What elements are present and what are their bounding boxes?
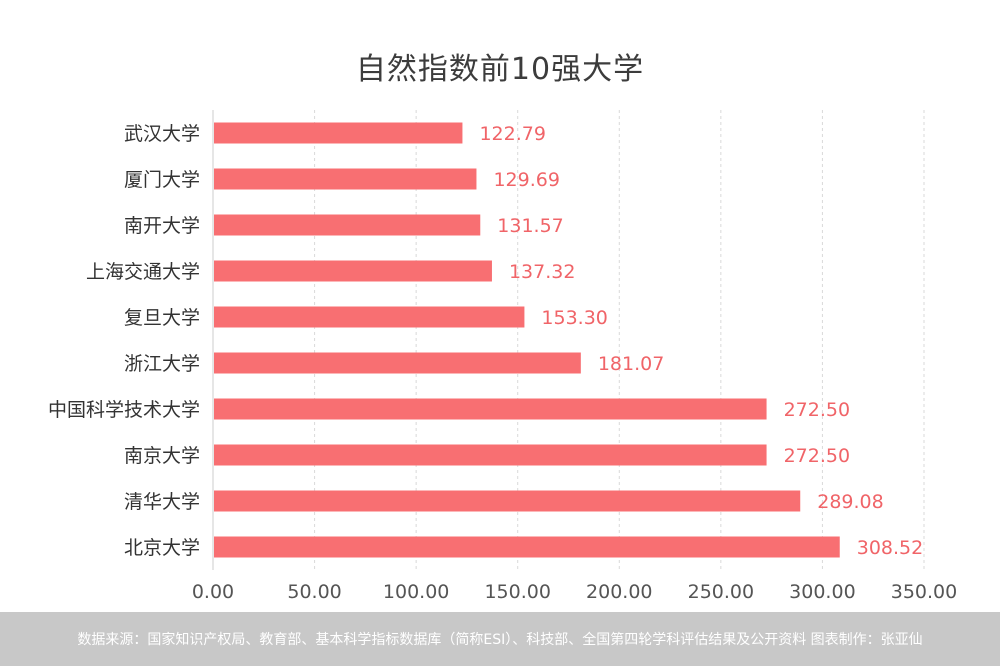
bar <box>214 168 477 190</box>
grid-lines <box>314 110 925 570</box>
bar <box>214 536 840 558</box>
bar <box>214 398 767 420</box>
bar <box>214 490 801 512</box>
x-tick-label: 350.00 <box>891 581 957 603</box>
value-label: 181.07 <box>598 353 664 375</box>
x-tick-label: 150.00 <box>484 581 550 603</box>
labels: 0.00 50.00 100.00 150.00 200.00 250.00 300.00 3… <box>48 123 957 603</box>
x-tick-label: 50.00 <box>287 581 341 603</box>
category-label: 中国科学技术大学 <box>48 399 200 421</box>
bar <box>214 306 525 328</box>
bars <box>214 122 840 558</box>
category-label: 浙江大学 <box>124 353 200 375</box>
category-label: 清华大学 <box>124 491 200 513</box>
category-label: 厦门大学 <box>124 169 200 191</box>
value-label: 272.50 <box>784 399 850 421</box>
value-label: 137.32 <box>509 261 575 283</box>
x-tick-label: 250.00 <box>688 581 754 603</box>
value-label: 289.08 <box>817 491 883 513</box>
category-label: 复旦大学 <box>124 307 200 329</box>
value-label: 122.79 <box>479 123 545 145</box>
category-label: 武汉大学 <box>124 123 200 145</box>
value-label: 131.57 <box>497 215 563 237</box>
bar-chart: 0.00 50.00 100.00 150.00 200.00 250.00 300.00 3… <box>48 110 957 603</box>
x-tick-label: 200.00 <box>586 581 652 603</box>
bar <box>214 214 481 236</box>
x-tick-label: 0.00 <box>192 581 234 603</box>
bar <box>214 260 492 282</box>
value-label: 153.30 <box>541 307 607 329</box>
value-label: 308.52 <box>857 537 923 559</box>
x-tick-label: 100.00 <box>383 581 449 603</box>
category-label: 上海交通大学 <box>86 261 200 283</box>
bar <box>214 444 767 466</box>
footer-bar: 数据来源：国家知识产权局、教育部、基本科学指标数据库（简称ESI）、科技部、全国… <box>0 612 1000 666</box>
category-label: 北京大学 <box>124 537 200 559</box>
category-label: 南开大学 <box>124 215 200 237</box>
bar <box>214 122 463 144</box>
category-label: 南京大学 <box>124 445 200 467</box>
bar <box>214 352 581 374</box>
x-tick-label: 300.00 <box>789 581 855 603</box>
value-label: 129.69 <box>493 169 559 191</box>
value-label: 272.50 <box>784 445 850 467</box>
chart-title: 自然指数前10强大学 <box>355 52 645 87</box>
footer-source-text: 数据来源：国家知识产权局、教育部、基本科学指标数据库（简称ESI）、科技部、全国… <box>77 632 923 648</box>
